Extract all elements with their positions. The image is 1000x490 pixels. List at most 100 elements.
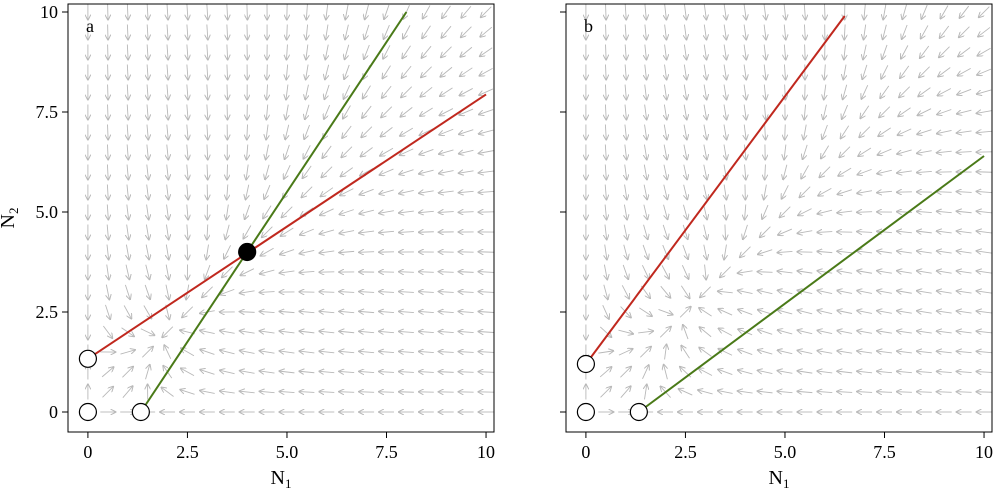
- field-arrow: [758, 350, 773, 355]
- field-arrow: [399, 351, 414, 352]
- field-arrow: [800, 186, 811, 198]
- field-arrow: [837, 211, 853, 213]
- field-arrow: [738, 290, 753, 293]
- field-arrow: [479, 252, 494, 253]
- field-arrow: [419, 232, 434, 233]
- field-arrow: [977, 172, 992, 173]
- field-arrow: [625, 64, 626, 80]
- field-arrow: [804, 104, 805, 120]
- y-tick-label: 5.0: [36, 202, 59, 222]
- field-arrow: [605, 184, 606, 200]
- field-arrow: [784, 4, 786, 20]
- x-tick-label: 10: [975, 442, 993, 462]
- field-arrow: [937, 211, 952, 212]
- field-arrow: [817, 391, 833, 392]
- field-arrow: [917, 211, 932, 212]
- field-arrow: [266, 124, 268, 140]
- field-arrow: [402, 65, 412, 78]
- field-arrow: [780, 206, 791, 218]
- field-arrow: [166, 284, 169, 300]
- field-arrow: [957, 152, 972, 153]
- field-arrow: [147, 44, 148, 60]
- field-arrow: [862, 64, 868, 79]
- field-arrow: [379, 311, 395, 312]
- field-arrow: [897, 271, 912, 273]
- field-arrow: [957, 311, 972, 313]
- field-arrow: [459, 129, 474, 135]
- field-arrow: [286, 104, 289, 120]
- field-arrow: [240, 371, 255, 374]
- field-arrow: [479, 67, 493, 75]
- field-arrow: [743, 224, 748, 239]
- field-arrow: [379, 189, 394, 194]
- field-arrow: [147, 164, 149, 180]
- field-arrow: [718, 291, 733, 293]
- field-arrow: [145, 365, 150, 380]
- field-arrow: [861, 85, 869, 99]
- field-arrow: [200, 350, 215, 355]
- field-arrow: [243, 225, 252, 238]
- field-arrow: [882, 44, 888, 59]
- field-arrow: [758, 310, 773, 315]
- field-arrow: [957, 291, 972, 293]
- field-arrow: [459, 372, 474, 373]
- field-arrow: [960, 5, 970, 18]
- field-arrow: [957, 211, 972, 212]
- field-arrow: [200, 391, 215, 394]
- field-arrow: [977, 251, 992, 253]
- field-arrow: [760, 226, 771, 238]
- field-arrow: [403, 25, 411, 38]
- field-arrow: [938, 88, 952, 96]
- isocline-green: [638, 155, 985, 413]
- field-arrow: [321, 187, 334, 197]
- field-arrow: [227, 184, 228, 200]
- field-arrow: [879, 106, 891, 118]
- field-arrow: [187, 204, 188, 220]
- field-arrow: [419, 372, 434, 373]
- field-arrow: [917, 231, 932, 233]
- field-arrow: [324, 84, 330, 99]
- field-arrow: [441, 25, 452, 38]
- field-arrow: [898, 128, 912, 135]
- field-arrow: [857, 351, 873, 353]
- field-arrow: [625, 84, 626, 100]
- field-arrow: [339, 351, 355, 352]
- field-arrow: [738, 349, 753, 355]
- field-arrow: [459, 272, 474, 273]
- field-arrow: [645, 124, 647, 140]
- field-arrow: [284, 165, 291, 179]
- field-arrow: [624, 224, 627, 240]
- field-arrow: [362, 105, 372, 118]
- field-arrow: [342, 125, 352, 138]
- field-arrow: [817, 232, 833, 233]
- field-arrow: [220, 391, 235, 393]
- field-arrow: [917, 151, 932, 154]
- field-arrow: [401, 107, 413, 116]
- x-axis-label: N1: [769, 467, 790, 490]
- field-arrow: [661, 265, 669, 278]
- field-arrow: [645, 64, 647, 80]
- field-arrow: [240, 331, 255, 333]
- field-arrow: [439, 311, 454, 312]
- field-arrow: [382, 65, 391, 79]
- field-arrow: [762, 204, 769, 219]
- field-arrow: [684, 184, 688, 200]
- field-arrow: [345, 24, 348, 40]
- field-arrow: [167, 184, 169, 200]
- field-arrow: [844, 24, 845, 40]
- field-arrow: [220, 288, 235, 294]
- field-arrow: [162, 326, 174, 338]
- field-arrow: [107, 224, 108, 240]
- field-arrow: [180, 390, 195, 395]
- field-arrow: [738, 370, 753, 375]
- field-arrow: [419, 149, 434, 154]
- unstable-equilibrium-point: [131, 402, 150, 422]
- field-arrow: [147, 4, 148, 20]
- field-arrow: [724, 124, 727, 140]
- field-arrow: [108, 124, 109, 140]
- field-arrow: [838, 167, 852, 176]
- field-arrow: [460, 88, 473, 95]
- field-arrow: [340, 188, 354, 196]
- field-arrow: [745, 164, 746, 180]
- field-arrow: [864, 4, 865, 20]
